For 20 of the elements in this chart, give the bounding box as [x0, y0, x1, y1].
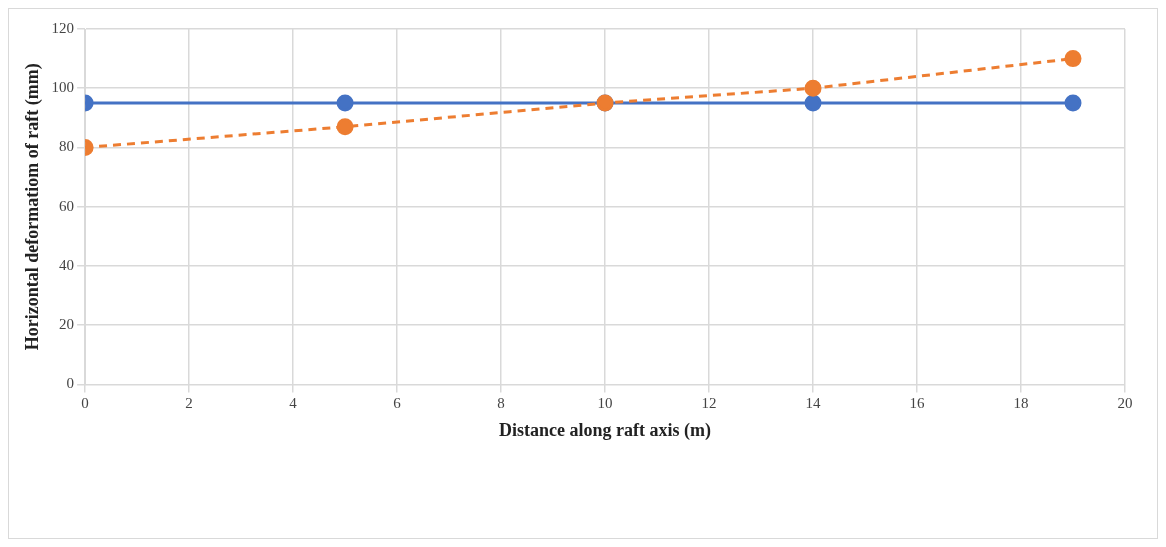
x-tick-label: 20: [1117, 395, 1133, 412]
y-tick-label: 80: [59, 138, 75, 155]
y-tick-label: 0: [66, 375, 75, 392]
x-tick-label: 8: [497, 395, 505, 412]
x-tick-label: 2: [185, 395, 193, 412]
x-tick-label: 18: [1013, 395, 1029, 412]
y-tick-label: 120: [51, 19, 75, 36]
x-tick-label: 10: [597, 395, 613, 412]
y-tick-label: 20: [59, 316, 75, 333]
x-tick-label: 12: [701, 395, 717, 412]
x-tick-label: 16: [909, 395, 926, 412]
y-tick-label: 40: [59, 256, 75, 273]
x-tick-label: 4: [289, 395, 298, 412]
y-tick-label: 60: [59, 197, 75, 214]
x-tick-label: 14: [805, 395, 822, 412]
x-tick-label: 6: [393, 395, 402, 412]
y-axis-title: Horizontal deformatiom of raft (mm): [22, 63, 44, 351]
x-axis-title: Distance along raft axis (m): [499, 419, 712, 441]
x-tick-label: 0: [81, 395, 89, 412]
y-tick-label: 100: [51, 79, 75, 96]
